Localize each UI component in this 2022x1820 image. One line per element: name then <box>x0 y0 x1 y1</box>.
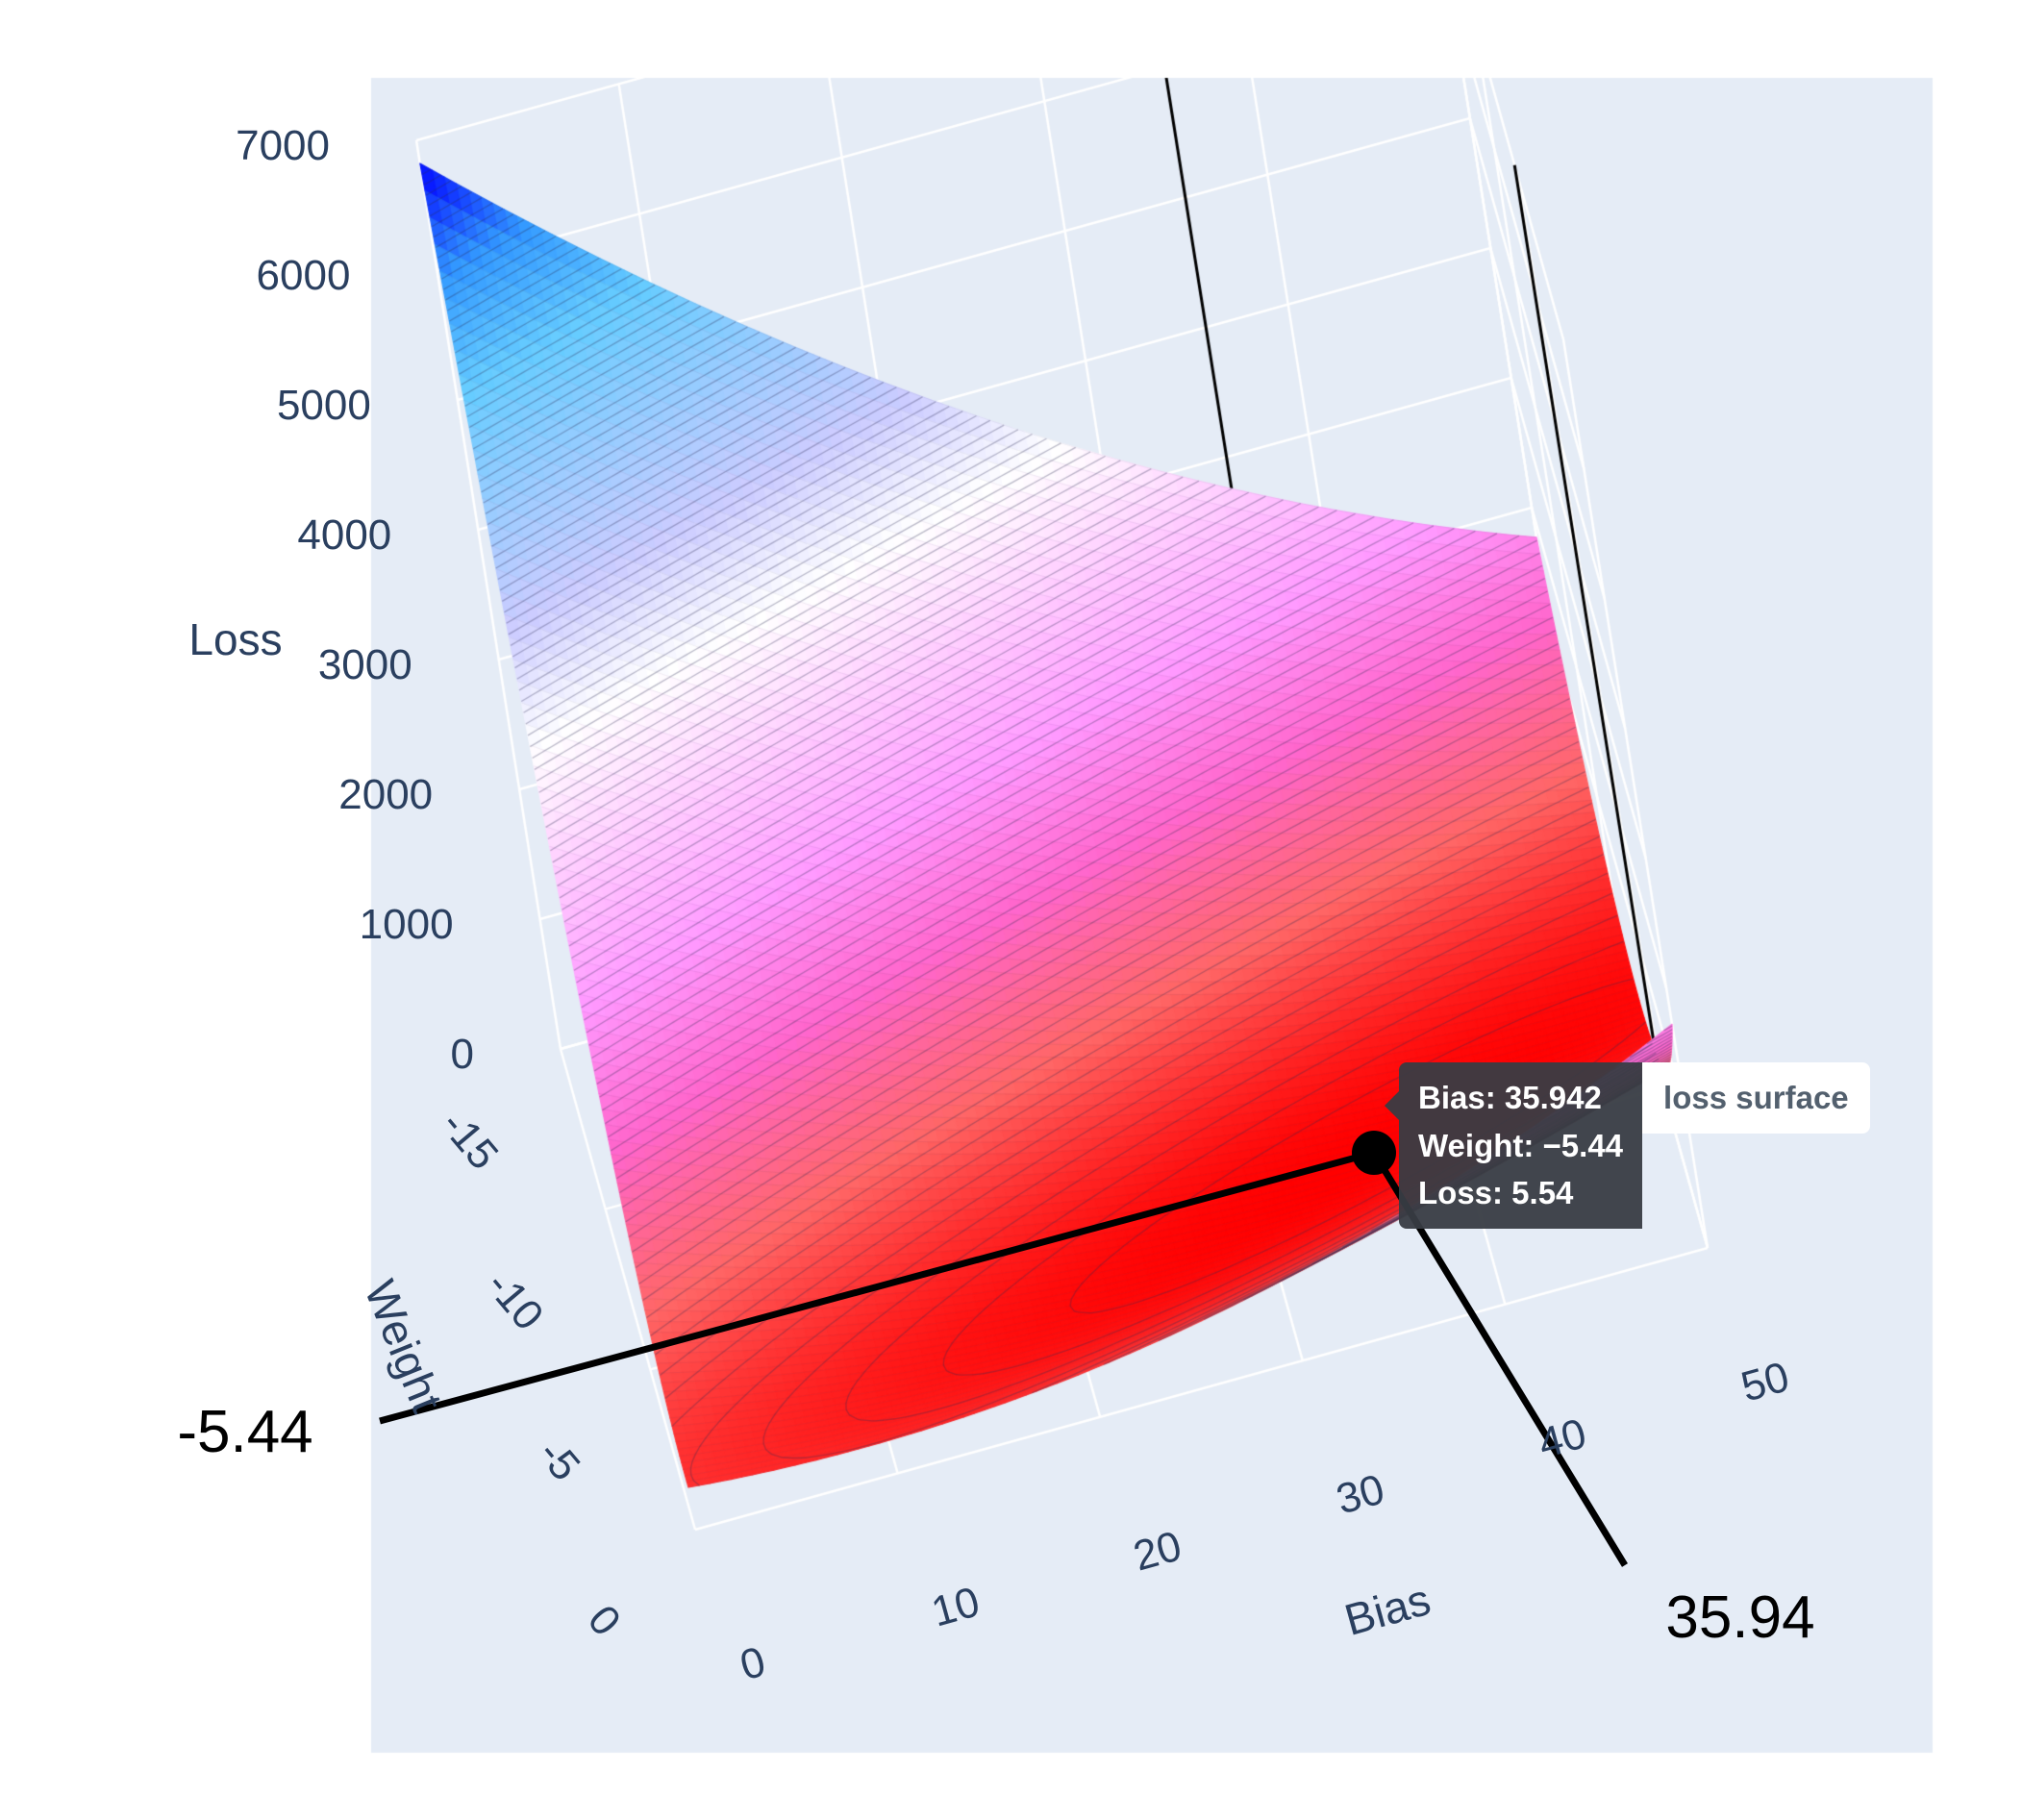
z-axis-title: Loss <box>188 614 283 664</box>
annotation-weight-value: -5.44 <box>177 1399 313 1465</box>
hover-tooltip-values: Bias: 35.942 Weight: −5.44 Loss: 5.54 <box>1384 1062 1643 1229</box>
tooltip-loss-line: Loss: 5.54 <box>1418 1175 1574 1210</box>
annotation-bias-value: 35.94 <box>1665 1584 1815 1651</box>
hover-tooltip: Bias: 35.942 Weight: −5.44 Loss: 5.54 lo… <box>1384 1062 1870 1229</box>
hover-marker-point <box>1352 1131 1396 1175</box>
tooltip-weight-line: Weight: −5.44 <box>1418 1127 1624 1163</box>
annotation-line-weight <box>379 1149 1375 1425</box>
hover-tooltip-trace-label: loss surface <box>1642 1062 1870 1134</box>
tooltip-bias-line: Bias: 35.942 <box>1418 1080 1602 1115</box>
